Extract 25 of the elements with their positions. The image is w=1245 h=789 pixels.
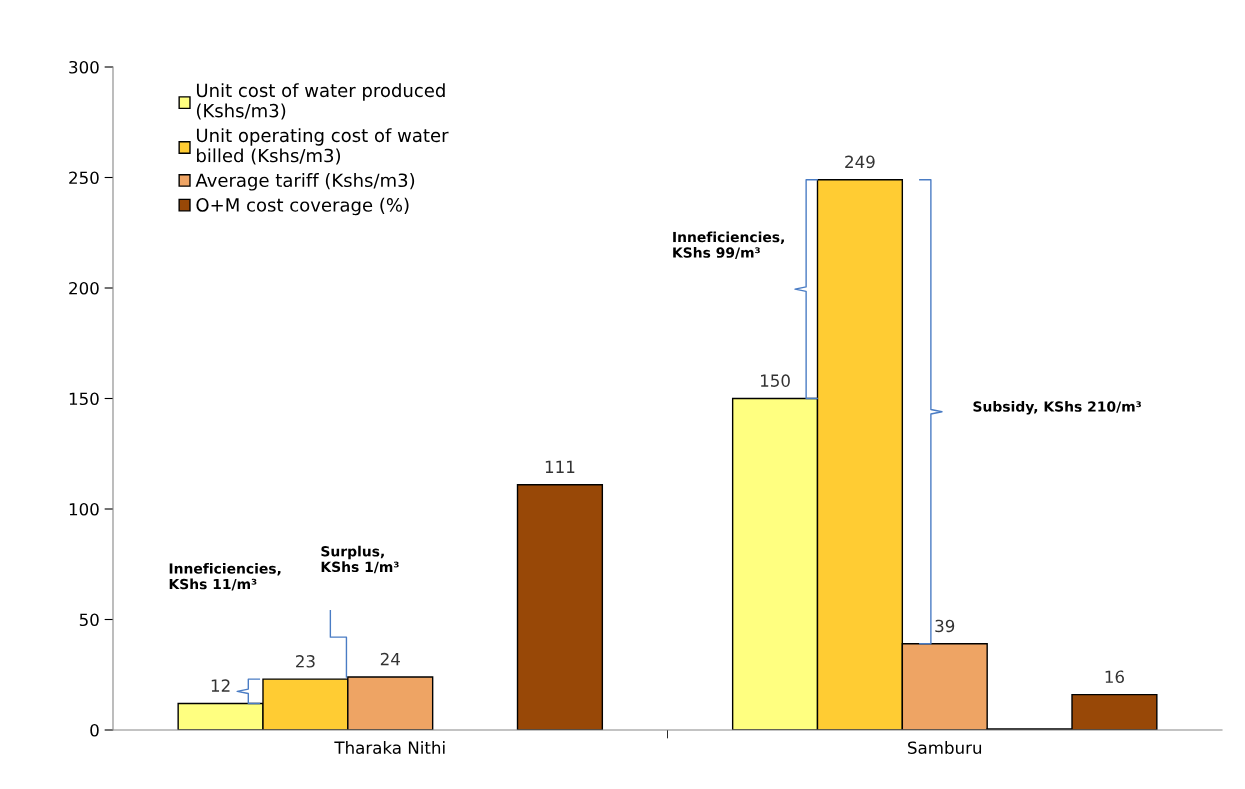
data-label: 111 (545, 460, 575, 473)
legend-label: Unit operating cost of water billed (Kshs/m3) (196, 128, 449, 165)
legend-label: Unit cost of water produced (Kshs/m3) (196, 83, 445, 120)
data-label: 23 (296, 655, 315, 668)
legend-label: Average tariff (Kshs/m3) (195, 173, 415, 191)
data-label: 150 (761, 374, 790, 387)
annotation: Subsidy, KShs 210/m³ (973, 401, 1141, 415)
y-tick-label: 200 (69, 281, 99, 295)
annotation: Inneficiencies, KShs 99/m³ (673, 231, 784, 259)
y-tick-label: 100 (69, 502, 99, 516)
data-label: 12 (211, 679, 230, 692)
annotation: Inneficiencies, KShs 11/m³ (169, 563, 281, 591)
y-tick-label: 0 (90, 723, 99, 737)
x-tick-label: Samburu (908, 741, 982, 755)
y-tick-label: 50 (79, 613, 99, 627)
data-label: 39 (935, 619, 955, 633)
data-label: 16 (1105, 670, 1124, 684)
y-tick-label: 300 (69, 60, 99, 74)
y-tick-label: 250 (69, 171, 99, 185)
y-tick-label: 150 (69, 392, 99, 406)
data-label: 249 (845, 155, 875, 169)
annotation: Surplus, KShs 1/m³ (321, 545, 399, 574)
legend-label: O+M cost coverage (%) (196, 197, 409, 216)
x-tick-label: Tharaka Nithi (334, 741, 445, 755)
data-label: 24 (380, 652, 400, 666)
